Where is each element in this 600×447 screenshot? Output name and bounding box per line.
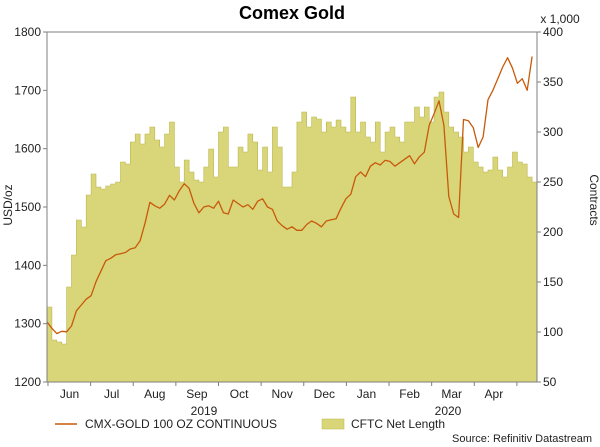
left-tick-label: 1700 [14, 83, 41, 97]
year-label-2019: 2019 [191, 404, 218, 418]
x-tick-label: Jun [60, 387, 79, 401]
x-tick-label: Feb [399, 387, 420, 401]
chart-title: Comex Gold [239, 3, 345, 23]
left-axis: 1200 1300 1400 1500 1600 1700 1800 [14, 25, 47, 389]
left-tick-label: 1200 [14, 375, 41, 389]
gold-price-line [46, 56, 533, 335]
source-note: Source: Refinitiv Datastream [452, 433, 592, 445]
right-tick-label: 50 [543, 375, 557, 389]
cftc-area-layer [46, 91, 538, 383]
x-tick-label: Jul [104, 387, 119, 401]
left-tick-label: 1600 [14, 142, 41, 156]
right-tick-label: 300 [543, 125, 563, 139]
right-tick-label: 350 [543, 75, 563, 89]
right-axis: 50 100 150 200 250 300 350 400 [537, 25, 563, 389]
right-axis-multiplier: x 1,000 [540, 12, 580, 26]
x-tick-label: Apr [485, 387, 504, 401]
x-tick-label: Jan [357, 387, 376, 401]
right-axis-label: Contracts [587, 174, 600, 225]
x-axis: Jun Jul Aug Sep Oct Nov Dec Jan Feb Mar Apr [47, 382, 518, 401]
right-tick-label: 100 [543, 325, 563, 339]
year-label-2020: 2020 [435, 404, 462, 418]
x-tick-label: Oct [230, 387, 249, 401]
x-tick-label: Nov [272, 387, 293, 401]
x-tick-label: Sep [186, 387, 208, 401]
right-tick-label: 150 [543, 275, 563, 289]
legend-label-gold: CMX-GOLD 100 OZ CONTINUOUS [85, 417, 277, 431]
left-axis-label: USD/oz [1, 184, 15, 225]
right-tick-label: 200 [543, 225, 563, 239]
left-tick-label: 1800 [14, 25, 41, 39]
legend: CMX-GOLD 100 OZ CONTINUOUS CFTC Net Leng… [55, 417, 445, 431]
left-tick-label: 1500 [14, 200, 41, 214]
gold-line-layer [46, 56, 533, 335]
x-tick-label: Mar [441, 387, 462, 401]
x-tick-label: Aug [144, 387, 165, 401]
left-tick-label: 1300 [14, 317, 41, 331]
x-tick-label: Dec [314, 387, 335, 401]
cftc-net-length-area [46, 91, 538, 383]
plot-area [46, 31, 538, 383]
legend-label-cftc: CFTC Net Length [351, 417, 445, 431]
right-tick-label: 400 [543, 25, 563, 39]
legend-swatch-cftc [321, 418, 345, 430]
right-tick-label: 250 [543, 175, 563, 189]
left-tick-label: 1400 [14, 258, 41, 272]
